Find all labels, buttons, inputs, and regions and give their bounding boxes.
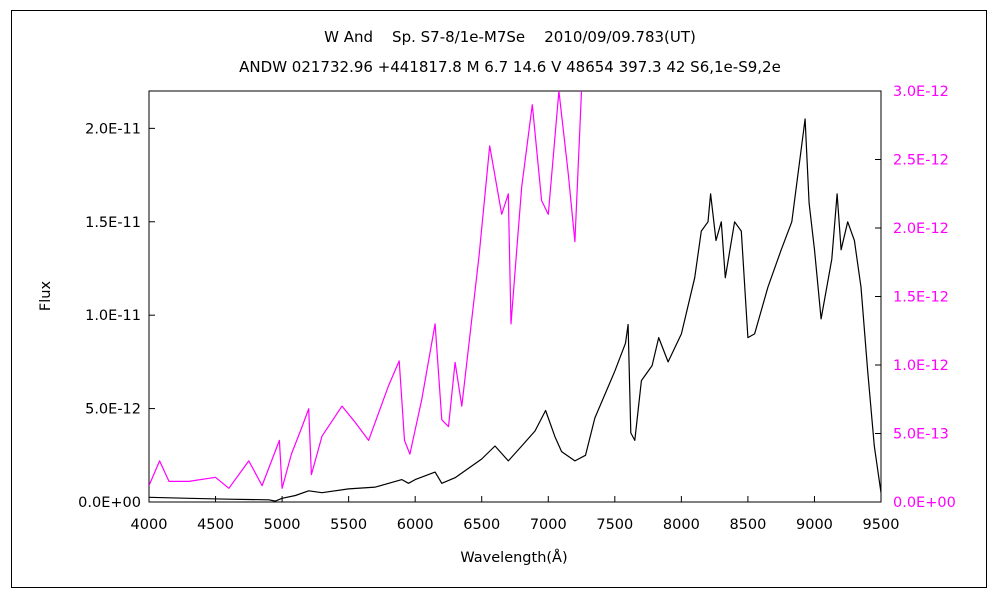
magenta-spectrum-line xyxy=(149,91,583,489)
right-y-tick-label: 1.0E-12 xyxy=(893,358,949,374)
left-y-tick-label: 5.0E-12 xyxy=(85,402,141,418)
plot-area xyxy=(148,90,882,503)
black-spectrum-line xyxy=(149,118,881,502)
chart-frame xyxy=(11,10,987,588)
x-tick-label: 7500 xyxy=(596,517,633,533)
left-y-tick-label: 1.5E-11 xyxy=(85,215,141,231)
right-y-tick-label: 3.0E-12 xyxy=(893,84,949,100)
x-tick-label: 4000 xyxy=(131,517,168,533)
left-y-tick-label: 2.0E-11 xyxy=(85,121,141,137)
left-y-tick-label: 1.0E-11 xyxy=(85,308,141,324)
right-y-tick-label: 1.5E-12 xyxy=(893,290,949,306)
x-tick-label: 4500 xyxy=(197,517,234,533)
x-tick-label: 6000 xyxy=(397,517,434,533)
right-y-tick-label: 2.0E-12 xyxy=(893,221,949,237)
axes-group: 4000 4500 5000 5500 6000 6500 7000 7500 8000 8500… xyxy=(78,84,956,533)
x-tick-label: 9500 xyxy=(863,517,900,533)
x-tick-label: 8500 xyxy=(729,517,766,533)
right-y-tick-label: 0.0E+00 xyxy=(893,495,956,511)
x-tick-label: 9000 xyxy=(796,517,833,533)
x-axis-label: Wavelength(Å) xyxy=(460,549,567,566)
series-group xyxy=(149,91,881,502)
x-tick-label: 6500 xyxy=(463,517,500,533)
chart-title: W And Sp. S7-8/1e-M7Se 2010/09/09.783(UT… xyxy=(324,28,696,46)
right-y-tick-label: 2.5E-12 xyxy=(893,153,949,169)
chart-subtitle: ANDW 021732.96 +441817.8 M 6.7 14.6 V 48… xyxy=(239,58,781,76)
x-tick-label: 5500 xyxy=(330,517,367,533)
y-axis-label: Flux xyxy=(38,281,54,312)
left-y-tick-label: 0.0E+00 xyxy=(78,495,141,511)
right-y-tick-label: 5.0E-13 xyxy=(893,427,949,443)
x-tick-label: 5000 xyxy=(264,517,301,533)
x-tick-label: 7000 xyxy=(530,517,567,533)
x-tick-label: 8000 xyxy=(663,517,700,533)
